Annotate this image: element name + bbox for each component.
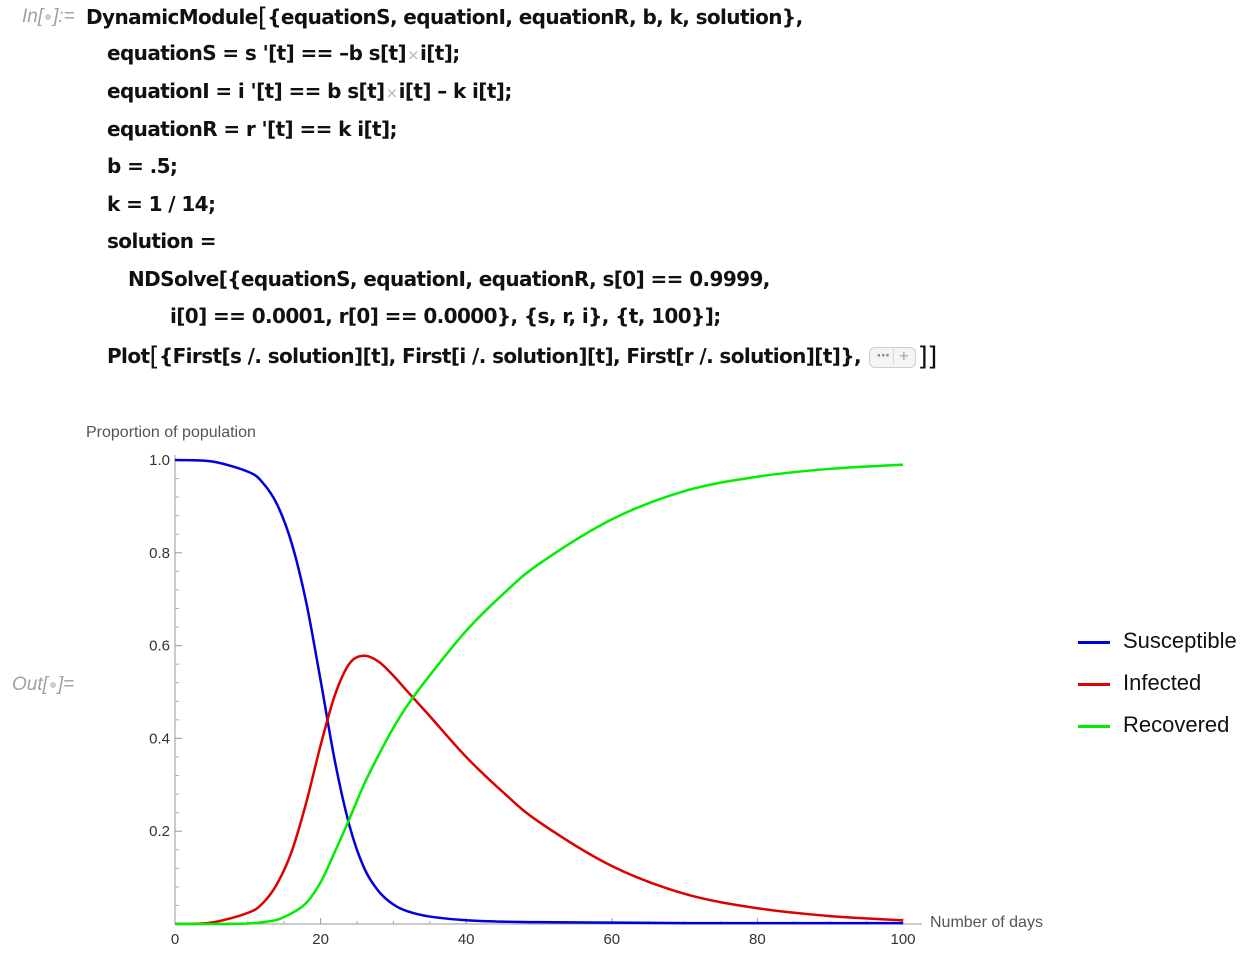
y-tick-label: 0.4 <box>149 730 170 747</box>
cell-number-dot-icon <box>45 13 52 20</box>
y-tick-label: 0.8 <box>149 545 170 562</box>
code-line-8: NDSolve[{equationS, equationI, equationR… <box>128 267 770 291</box>
x-axis-label: Number of days <box>930 914 1043 931</box>
series-line-recovered <box>174 463 904 926</box>
output-label-prefix: Out[ <box>12 674 48 695</box>
close-brackets: ]] <box>917 342 938 372</box>
x-tick-label: 0 <box>171 931 179 948</box>
input-label-suffix: ]:= <box>53 6 75 27</box>
input-cell-label: In[ ]:= <box>22 6 75 28</box>
times-icon: × <box>407 46 420 64</box>
series-line-susceptible <box>174 458 903 925</box>
x-tick-label: 40 <box>458 931 475 948</box>
equation-i-text: equationI = i '[t] == b s[t] <box>107 79 385 103</box>
cell-number-dot-icon <box>49 681 56 688</box>
elided-options-button[interactable]: ··· + <box>869 347 916 368</box>
code-line-10: Plot[{First[s /. solution][t], First[i /… <box>107 342 937 372</box>
legend-swatch <box>1078 725 1110 728</box>
x-tick-label: 100 <box>890 931 915 948</box>
y-tick-label: 0.2 <box>149 823 170 840</box>
legend-label: Susceptible <box>1123 628 1237 653</box>
code-line-3: equationI = i '[t] == b s[t]×i[t] – k i[… <box>107 79 512 103</box>
equation-s-end: i[t]; <box>419 41 460 65</box>
x-tick-label: 80 <box>749 931 766 948</box>
x-tick-label: 60 <box>603 931 620 948</box>
legend-label: Infected <box>1123 670 1202 695</box>
code-line-6: k = 1 / 14; <box>107 192 216 216</box>
output-cell-label: Out[ ]= <box>12 674 74 696</box>
open-bracket: [ <box>257 3 268 33</box>
output-label-suffix: ]= <box>57 674 75 695</box>
legend-swatch <box>1078 641 1110 644</box>
code-line-4: equationR = r '[t] == k i[t]; <box>107 117 397 141</box>
plus-icon: + <box>893 349 909 364</box>
code-line-5: b = .5; <box>107 154 178 178</box>
ellipsis-icon: ··· <box>876 349 890 364</box>
x-tick-label: 20 <box>312 931 329 948</box>
input-label-prefix: In[ <box>22 6 44 27</box>
code-line-2: equationS = s '[t] == –b s[t]×i[t]; <box>107 41 460 65</box>
equation-s-text: equationS = s '[t] == –b s[t] <box>107 41 407 65</box>
code-line-7: solution = <box>107 229 216 253</box>
open-bracket: [ <box>149 342 159 372</box>
equation-i-end: i[t] – k i[t]; <box>398 79 513 103</box>
plot-keyword: Plot <box>107 344 150 368</box>
legend-swatch <box>1078 683 1110 686</box>
series-line-infected <box>174 654 904 926</box>
y-tick-label: 0.6 <box>149 638 170 655</box>
code-line-9: i[0] == 0.0001, r[0] == 0.0000}, {s, r, … <box>170 304 721 328</box>
times-icon: × <box>385 84 399 102</box>
legend-label: Recovered <box>1123 712 1230 737</box>
plot-args: {First[s /. solution][t], First[i /. sol… <box>158 344 862 368</box>
y-axis-label: Proportion of population <box>86 424 256 441</box>
code-line-1: DynamicModule[{equationS, equationI, equ… <box>86 3 803 33</box>
dynamicmodule-keyword: DynamicModule <box>86 5 258 29</box>
y-tick-label: 1.0 <box>149 452 170 469</box>
module-variables: {equationS, equationI, equationR, b, k, … <box>267 5 803 29</box>
